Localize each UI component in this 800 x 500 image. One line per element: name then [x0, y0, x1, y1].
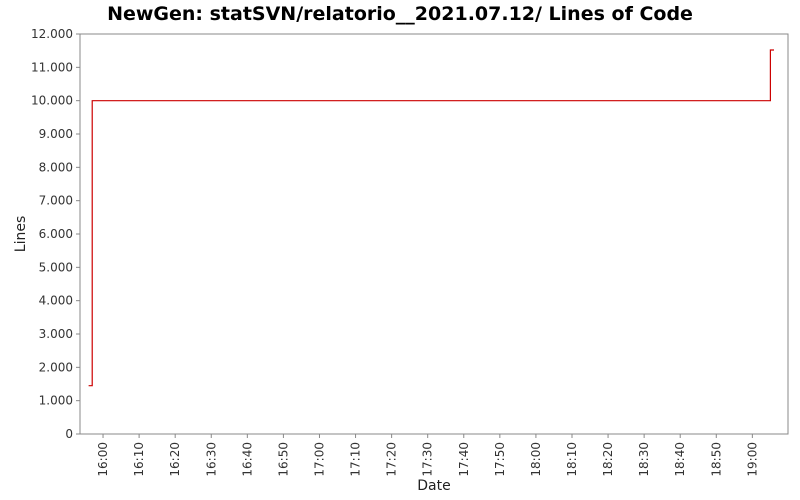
x-tick-label: 18:40 [673, 442, 687, 477]
x-tick-label: 16:30 [204, 442, 218, 477]
x-axis: 16:00 16:10 16:20 16:30 16:40 16:50 17:00 17:10… [96, 434, 759, 477]
y-tick-label: 7.000 [39, 194, 73, 208]
x-tick-label: 16:50 [276, 442, 290, 477]
y-tick-label: 10.000 [31, 94, 73, 108]
y-tick-label: 11.000 [31, 60, 73, 74]
chart-title: NewGen: statSVN/relatorio__2021.07.12/ L… [107, 3, 693, 25]
y-tick-label: 1.000 [39, 394, 73, 408]
y-tick-label: 5.000 [39, 260, 73, 274]
x-tick-label: 18:00 [529, 442, 543, 477]
plot-frame [79, 33, 789, 435]
x-tick-label: 17:30 [421, 442, 435, 477]
x-tick-label: 16:40 [240, 442, 254, 477]
x-tick-label: 18:20 [601, 442, 615, 477]
y-tick-label: 4.000 [39, 294, 73, 308]
y-tick-label: 12.000 [31, 27, 73, 41]
x-tick-label: 17:40 [457, 442, 471, 477]
y-axis-label: Lines [13, 216, 29, 252]
x-tick-label: 17:20 [385, 442, 399, 477]
x-tick-label: 17:10 [349, 442, 363, 477]
x-tick-label: 18:50 [709, 442, 723, 477]
x-tick-label: 17:50 [493, 442, 507, 477]
series-line [88, 49, 774, 387]
y-tick-label: 2.000 [39, 360, 73, 374]
x-tick-label: 18:30 [637, 442, 651, 477]
y-tick-label: 8.000 [39, 160, 73, 174]
x-tick-label: 16:20 [168, 442, 182, 477]
x-tick-label: 16:10 [132, 442, 146, 477]
x-axis-label: Date [417, 478, 450, 494]
x-tick-label: 17:00 [312, 442, 326, 477]
x-tick-label: 16:00 [96, 442, 110, 477]
y-tick-label: 0 [65, 427, 73, 441]
y-tick-label: 9.000 [39, 127, 73, 141]
y-axis: 0 1.000 2.000 3.000 4.000 5.000 6.000 7.000 8.00… [31, 27, 80, 441]
x-tick-label: 18:10 [565, 442, 579, 477]
series-layer [88, 49, 774, 387]
x-tick-label: 19:00 [745, 442, 759, 477]
y-tick-label: 3.000 [39, 327, 73, 341]
y-tick-label: 6.000 [39, 227, 73, 241]
plot-area [79, 33, 789, 435]
